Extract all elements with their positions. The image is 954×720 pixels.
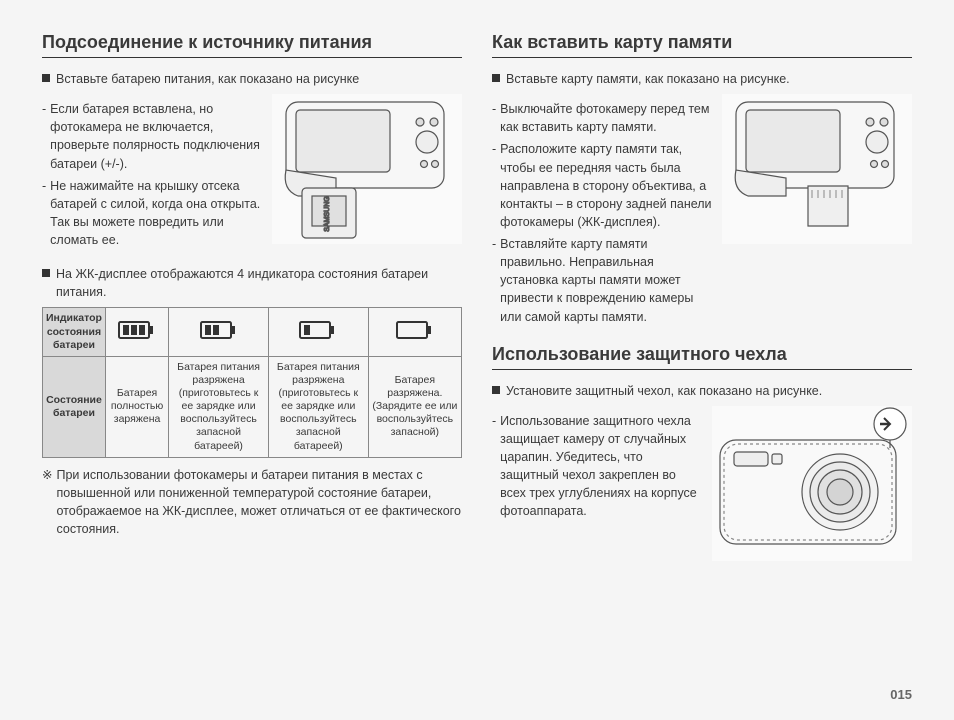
camera-case-illustration xyxy=(712,406,912,566)
dash-item: -Расположите карту памяти так, чтобы ее … xyxy=(492,140,712,231)
table-cell: Батарея питания разряжена (приготовьтесь… xyxy=(268,356,368,457)
battery-full-icon xyxy=(117,320,157,344)
section-title-power: Подсоединение к источнику питания xyxy=(42,32,462,58)
temperature-footnote: ※ При использовании фотокамеры и батареи… xyxy=(42,466,462,539)
bullet-lcd-indicators: На ЖК-дисплее отображаются 4 индикатора … xyxy=(42,265,462,301)
square-bullet-icon xyxy=(42,269,50,277)
camera-card-illustration xyxy=(722,94,912,249)
table-cell: Батарея разряжена. (Зарядите ее или восп… xyxy=(368,356,461,457)
bullet-text: Вставьте карту памяти, как показано на р… xyxy=(506,70,790,88)
dash-item: -Не нажимайте на крышку отсека батарей с… xyxy=(42,177,262,250)
bullet-text: На ЖК-дисплее отображаются 4 индикатора … xyxy=(56,265,462,301)
section-title-memory-card: Как вставить карту памяти xyxy=(492,32,912,58)
page-number: 015 xyxy=(890,687,912,702)
battery-two-thirds-icon xyxy=(199,320,239,344)
bullet-insert-card: Вставьте карту памяти, как показано на р… xyxy=(492,70,912,88)
battery-empty-icon xyxy=(395,320,435,344)
bullet-text: Установите защитный чехол, как показано … xyxy=(506,382,822,400)
camera-battery-illustration: SAMSUNG xyxy=(272,94,462,249)
dash-item: -Если батарея вставлена, но фотокамера н… xyxy=(42,100,262,173)
dash-text: Использование защитного чехла защищает к… xyxy=(500,412,702,521)
battery-icon-cell xyxy=(105,308,168,356)
table-row-header: Индикатор состояния батареи xyxy=(43,308,106,356)
dash-text: Вставляйте карту памяти правильно. Непра… xyxy=(500,235,712,326)
bullet-install-case: Установите защитный чехол, как показано … xyxy=(492,382,912,400)
table-cell: Батарея питания разряжена (приготовьтесь… xyxy=(169,356,269,457)
svg-text:SAMSUNG: SAMSUNG xyxy=(324,196,331,231)
reference-mark-icon: ※ xyxy=(42,466,52,539)
dash-text: Расположите карту памяти так, чтобы ее п… xyxy=(500,140,712,231)
footnote-text: При использовании фотокамеры и батареи п… xyxy=(56,466,462,539)
dash-item: -Использование защитного чехла защищает … xyxy=(492,412,702,521)
square-bullet-icon xyxy=(42,74,50,82)
square-bullet-icon xyxy=(492,386,500,394)
dash-text: Если батарея вставлена, но фотокамера не… xyxy=(50,100,262,173)
bullet-insert-battery: Вставьте батарею питания, как показано н… xyxy=(42,70,462,88)
battery-one-third-icon xyxy=(298,320,338,344)
battery-status-table: Индикатор состояния батареи Состояние ба… xyxy=(42,307,462,457)
table-row-header: Состояние батареи xyxy=(43,356,106,457)
section-title-protective-case: Использование защитного чехла xyxy=(492,344,912,370)
battery-icon-cell xyxy=(368,308,461,356)
bullet-text: Вставьте батарею питания, как показано н… xyxy=(56,70,359,88)
dash-item: -Вставляйте карту памяти правильно. Непр… xyxy=(492,235,712,326)
dash-item: -Выключайте фотокамеру перед тем как вст… xyxy=(492,100,712,136)
square-bullet-icon xyxy=(492,74,500,82)
dash-text: Выключайте фотокамеру перед тем как вста… xyxy=(500,100,712,136)
battery-icon-cell xyxy=(268,308,368,356)
table-cell: Батарея полностью заряжена xyxy=(105,356,168,457)
dash-text: Не нажимайте на крышку отсека батарей с … xyxy=(50,177,262,250)
battery-icon-cell xyxy=(169,308,269,356)
